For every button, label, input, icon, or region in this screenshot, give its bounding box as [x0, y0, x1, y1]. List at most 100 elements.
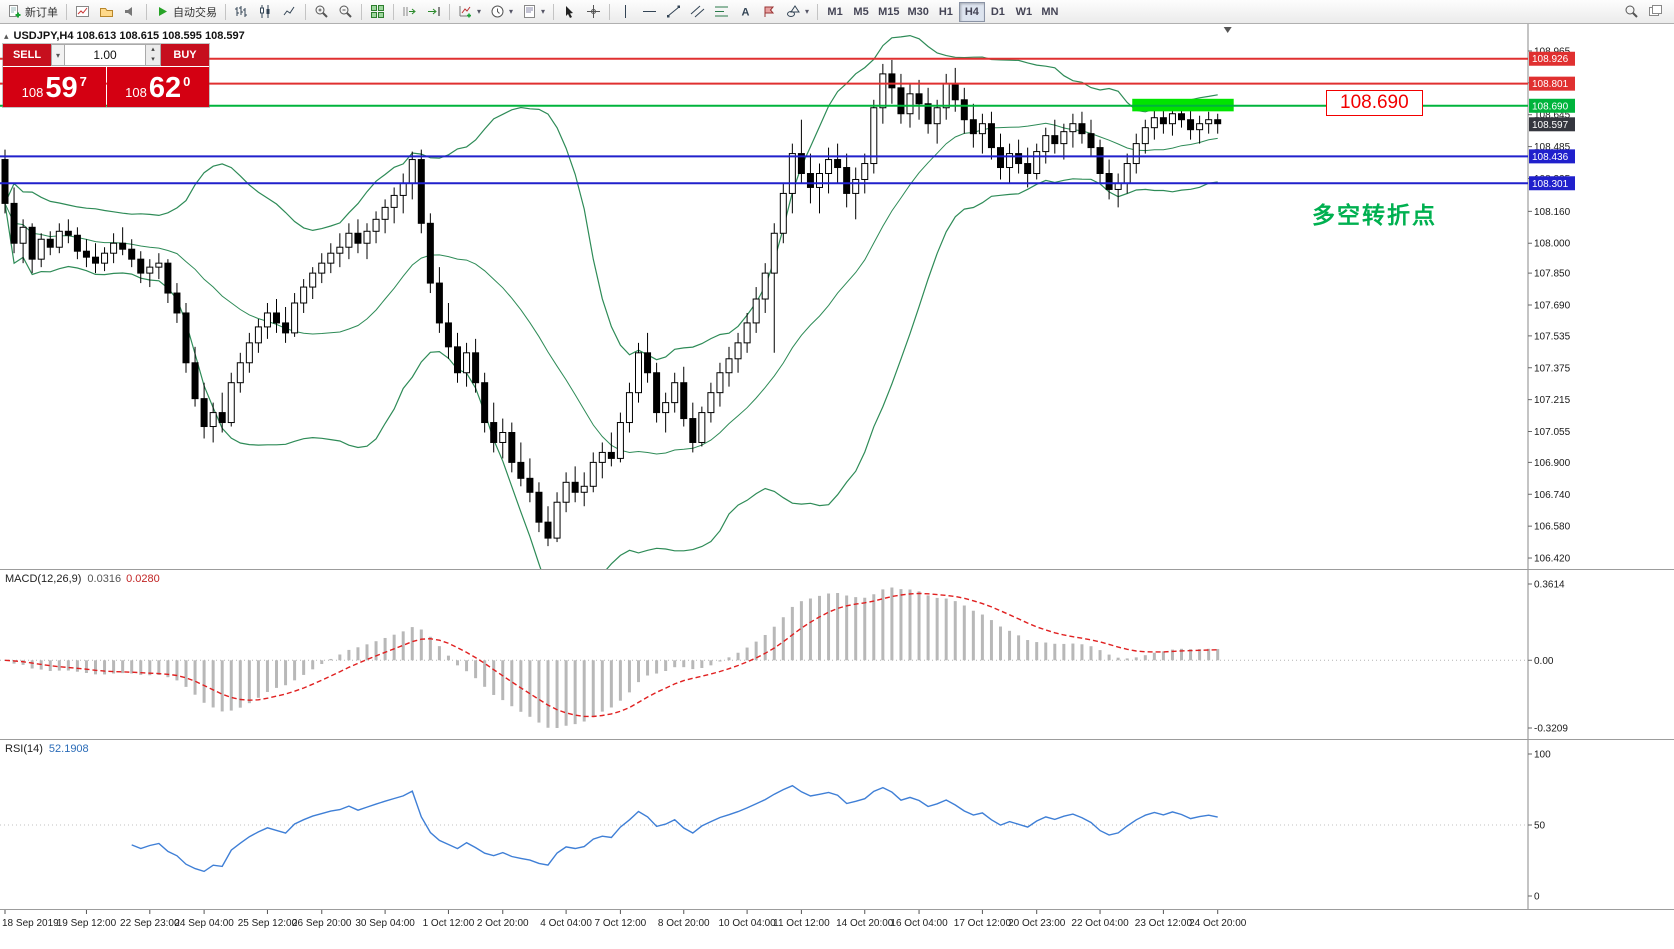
level-price-tag: 108.301 [1532, 179, 1569, 190]
toolbar-separator [817, 3, 819, 20]
channel-button[interactable] [686, 2, 709, 22]
indicators-button[interactable]: ▾ [454, 2, 485, 22]
candlestick-chart-button[interactable] [254, 2, 277, 22]
arrow-label-button[interactable] [758, 2, 781, 22]
dropdown-caret-icon: ▾ [541, 7, 546, 16]
profiles-button[interactable] [95, 2, 118, 22]
rsi-tick-label: 100 [1534, 750, 1551, 761]
time-tick-label: 30 Sep 04:00 [355, 918, 415, 929]
time-tick-label: 26 Sep 20:00 [292, 918, 352, 929]
macd-title: MACD(12,26,9) 0.0316 0.0280 [5, 573, 160, 585]
time-tick-label: 16 Oct 04:00 [890, 918, 948, 929]
new-order-button[interactable]: 新订单 [3, 2, 62, 22]
macd-surface[interactable]: 0.3614 0.00 -0.3209 [0, 570, 1674, 740]
price-tick-label: 106.900 [1534, 458, 1571, 469]
window-list-button[interactable] [1644, 2, 1667, 22]
time-tick-label: 20 Oct 23:00 [1008, 918, 1066, 929]
volume-input[interactable] [65, 44, 146, 66]
trendline-icon [667, 5, 681, 18]
vertical-line-icon [625, 5, 627, 18]
sell-button[interactable]: SELL [3, 44, 51, 66]
crosshair-button[interactable] [582, 2, 605, 22]
time-tick-label: 24 Oct 20:00 [1189, 918, 1247, 929]
autotrading-button[interactable]: 自动交易 [151, 2, 221, 22]
horizontal-line-icon [643, 11, 657, 12]
spinner-up-icon[interactable]: ▴ [151, 46, 155, 53]
tile-windows-button[interactable] [366, 2, 389, 22]
time-tick-label: 22 Sep 23:00 [120, 918, 180, 929]
dropdown-caret-icon: ▾ [805, 7, 810, 16]
macd-tick-label: 0.00 [1534, 656, 1554, 667]
vertical-line-button[interactable] [614, 2, 637, 22]
templates-button[interactable]: ▾ [518, 2, 549, 22]
shapes-icon [787, 5, 800, 17]
cursor-button[interactable] [558, 2, 581, 22]
chart-shift-button[interactable] [422, 2, 445, 22]
current-price-tag-bg [1529, 117, 1575, 132]
timeframe-m15[interactable]: M15 [874, 2, 903, 22]
new-chart-button[interactable] [71, 2, 94, 22]
fibonacci-button[interactable] [710, 2, 733, 22]
alerts-button[interactable] [119, 2, 142, 22]
time-tick-label: 14 Oct 20:00 [836, 918, 894, 929]
text-tool-button[interactable]: A [734, 2, 757, 22]
bar-chart-button[interactable] [230, 2, 253, 22]
timeframe-m1[interactable]: M1 [822, 2, 848, 22]
bollinger-upper-band [4, 34, 1218, 361]
toolbar-separator [305, 3, 306, 20]
periods-button[interactable]: ▾ [486, 2, 517, 22]
zoom-out-button[interactable] [334, 2, 357, 22]
rsi-name: RSI(14) [5, 743, 43, 755]
zoom-out-icon [339, 5, 352, 18]
price-tick-label: 108.160 [1534, 207, 1571, 218]
toolbar-separator [393, 3, 394, 20]
time-tick-label: 1 Oct 12:00 [423, 918, 475, 929]
sell-price-tile[interactable]: 108 59 7 [3, 67, 106, 107]
horizontal-line-button[interactable] [638, 2, 661, 22]
timeframe-mn[interactable]: MN [1037, 2, 1063, 22]
rsi-surface[interactable]: 100 50 0 [0, 740, 1674, 910]
rsi-value: 52.1908 [48, 743, 89, 755]
time-axis[interactable]: 18 Sep 2019 19 Sep 12:00 22 Sep 23:00 24 Se… [0, 910, 1674, 949]
time-tick-label: 18 Sep 2019 [2, 918, 59, 929]
timeframe-group: M1 M5 M15 M30 H1 H4 D1 W1 MN [822, 1, 1063, 22]
trendline-button[interactable] [662, 2, 685, 22]
timeframe-w1[interactable]: W1 [1011, 2, 1037, 22]
line-chart-button[interactable] [278, 2, 301, 22]
collapse-arrow-icon[interactable]: ▴ [4, 30, 9, 41]
channel-icon [690, 5, 705, 18]
timeframe-m30[interactable]: M30 [903, 2, 932, 22]
buy-price-tile[interactable]: 108 62 0 [106, 67, 209, 107]
volume-dropdown[interactable]: ▾ [51, 44, 65, 66]
price-tick-label: 106.420 [1534, 554, 1571, 565]
main-chart-surface[interactable]: 108.965108.805108.645108.485108.325108.1… [0, 24, 1674, 570]
price-tick-label: 107.690 [1534, 300, 1571, 311]
fibonacci-icon [715, 6, 729, 17]
price-tick-label: 106.580 [1534, 522, 1571, 533]
toolbar-separator [225, 3, 226, 20]
spinner-down-icon[interactable]: ▾ [151, 56, 155, 63]
time-tick-label: 24 Sep 04:00 [174, 918, 234, 929]
price-tick-label: 107.215 [1534, 395, 1571, 406]
timeframe-h4[interactable]: H4 [958, 1, 985, 22]
zoom-in-button[interactable] [310, 2, 333, 22]
macd-name: MACD(12,26,9) [5, 573, 82, 585]
dropdown-caret-icon: ▾ [477, 7, 482, 16]
tile-windows-icon [371, 5, 384, 18]
volume-spinner[interactable]: ▴ ▾ [146, 44, 161, 66]
time-tick-label: 22 Oct 04:00 [1071, 918, 1129, 929]
timeframe-d1[interactable]: D1 [985, 2, 1011, 22]
time-tick-label: 10 Oct 04:00 [718, 918, 776, 929]
main-chart-panel: 108.965108.805108.645108.485108.325108.1… [0, 24, 1674, 570]
timeframe-h1[interactable]: H1 [933, 2, 959, 22]
search-button[interactable] [1620, 2, 1643, 22]
rsi-panel: 100 50 0 RSI(14) 52.1908 [0, 740, 1674, 910]
buy-button[interactable]: BUY [161, 44, 209, 66]
level-price-tag: 108.801 [1532, 79, 1569, 90]
timeframe-m5[interactable]: M5 [848, 2, 874, 22]
time-tick-label: 8 Oct 20:00 [658, 918, 710, 929]
auto-scroll-button[interactable] [398, 2, 421, 22]
price-tick-label: 108.000 [1534, 239, 1571, 250]
time-tick-label: 17 Oct 12:00 [954, 918, 1012, 929]
shapes-button[interactable]: ▾ [782, 2, 813, 22]
